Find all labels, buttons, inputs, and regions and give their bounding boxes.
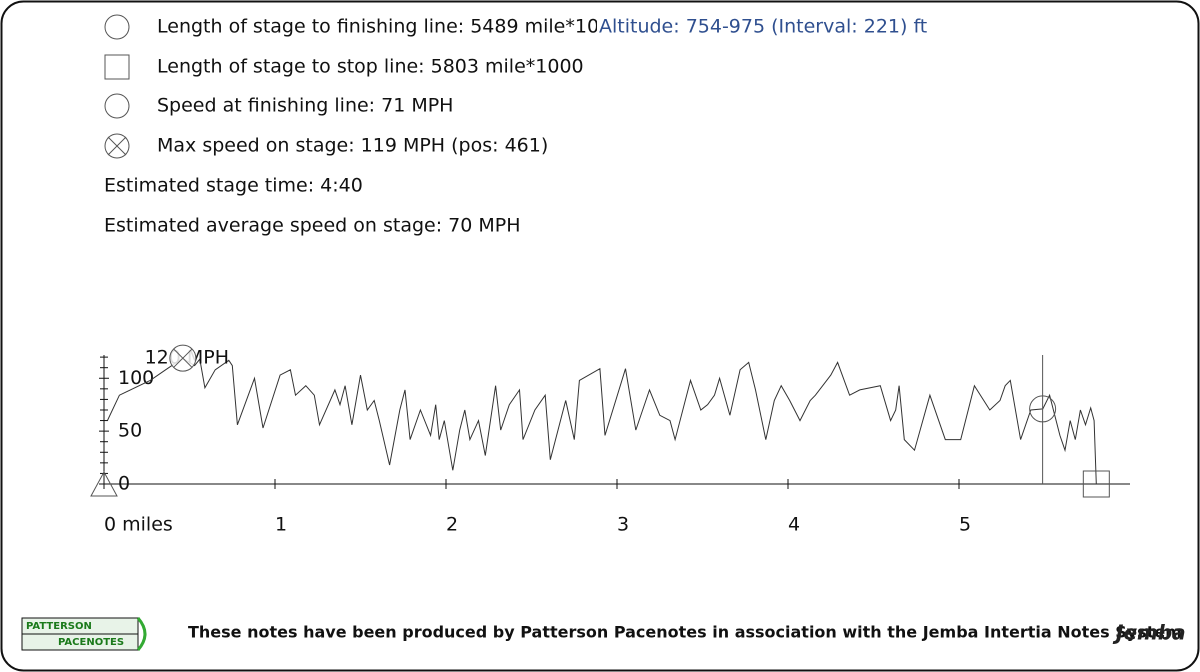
start-marker [90, 470, 118, 497]
max-icon [104, 133, 130, 159]
altitude-text: Altitude: 754-975 (Interval: 221) ft [599, 16, 927, 38]
stop-icon [104, 54, 130, 80]
logo-left: PATTERSON PACENOTES [21, 617, 147, 651]
finish-icon [104, 14, 130, 40]
finish-marker [1029, 395, 1057, 423]
info-text: Length of stage to finishing line: 5489 … [157, 16, 623, 38]
max-cross [173, 348, 193, 368]
logo-right: Jemba [1112, 621, 1186, 645]
x-tick-label: 2 [446, 514, 458, 536]
logo-text: PATTERSON [26, 621, 92, 632]
x-tick-label: 5 [959, 514, 971, 536]
info-text: Estimated average speed on stage: 70 MPH [104, 215, 521, 237]
stop-marker [1082, 470, 1110, 498]
info-text: Estimated stage time: 4:40 [104, 175, 363, 197]
speed-line [106, 357, 1097, 485]
y-tick-label: 50 [118, 420, 142, 442]
x-tick-label: 3 [617, 514, 629, 536]
logo-text: PACENOTES [58, 637, 124, 648]
info-text: Max speed on stage: 119 MPH (pos: 461) [157, 135, 548, 157]
y-tick-label: 100 [118, 367, 154, 389]
x-tick-label: 1 [275, 514, 287, 536]
y-tick-label: 0 [118, 473, 130, 495]
info-text: Length of stage to stop line: 5803 mile*… [157, 56, 584, 78]
speed-icon [104, 93, 130, 119]
x-tick-label: 4 [788, 514, 800, 536]
footer-text: These notes have been produced by Patter… [188, 623, 1182, 642]
info-text: Speed at finishing line: 71 MPH [157, 95, 453, 117]
altitude-bg [597, 12, 932, 42]
x-tick-label: 0 miles [104, 514, 173, 536]
